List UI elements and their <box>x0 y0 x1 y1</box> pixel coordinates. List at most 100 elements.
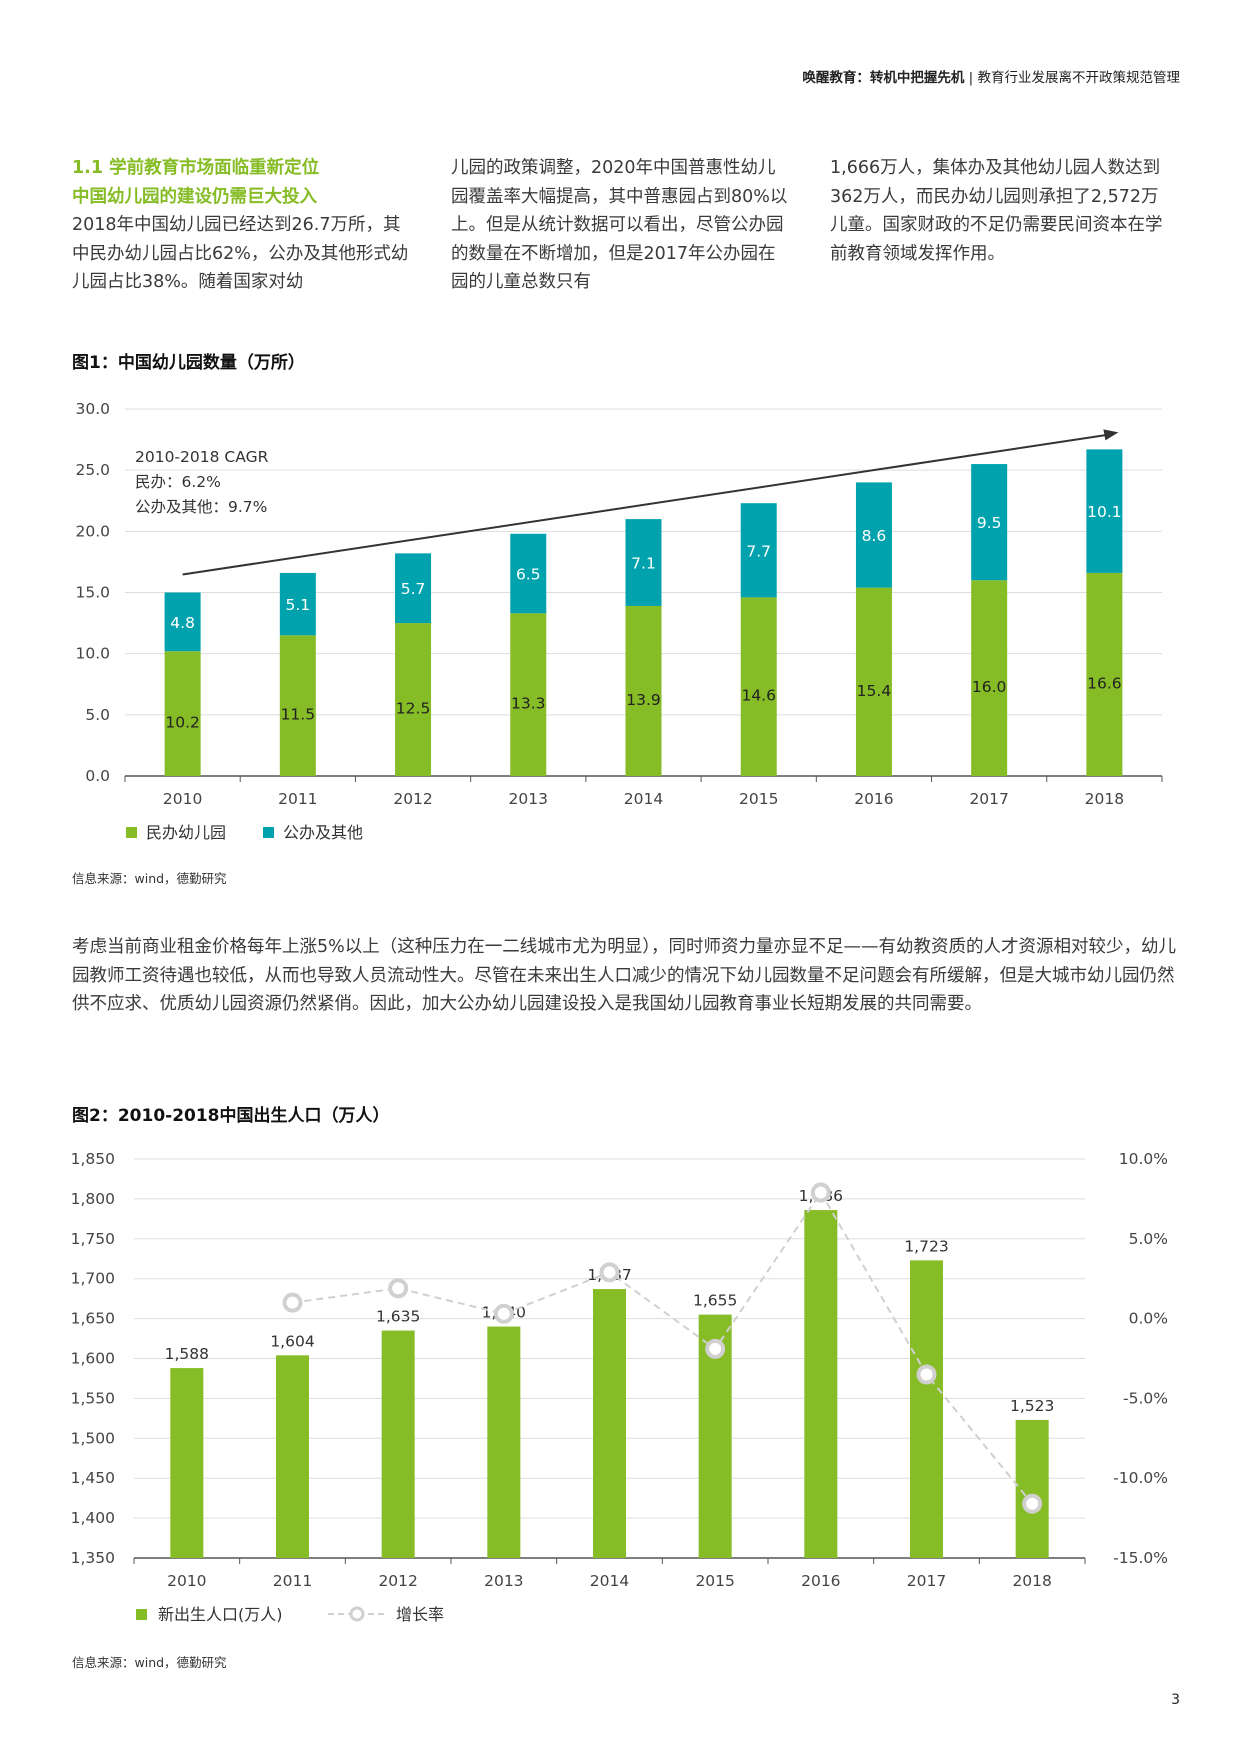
bar-public <box>510 533 547 614</box>
x-tick-label: 2015 <box>739 790 778 808</box>
x-tick-label: 2018 <box>1012 1572 1051 1590</box>
growth-rate-point <box>282 1292 303 1313</box>
growth-rate-line <box>292 1190 1033 1505</box>
bar-public <box>740 503 777 598</box>
legend-swatch-private <box>126 827 137 838</box>
x-tick-label: 2017 <box>907 1572 946 1590</box>
x-tick-label: 2016 <box>801 1572 840 1590</box>
intro-column-2: 儿园的政策调整，2020年中国普惠性幼儿园覆盖率大幅提高，其中普惠园占到80%以… <box>451 158 788 292</box>
growth-rate-point <box>916 1364 937 1385</box>
x-tick-label: 2011 <box>278 790 317 808</box>
y-tick-label: 1,600 <box>71 1350 115 1368</box>
bar-private <box>740 597 777 776</box>
x-tick-label: 2011 <box>273 1572 312 1590</box>
bar-private-label: 16.0 <box>972 678 1007 696</box>
x-tick-label: 2013 <box>484 1572 523 1590</box>
y-tick-label: 15.0 <box>75 584 110 602</box>
figure2-title: 图2：2010-2018中国出生人口（万人） <box>72 1106 390 1126</box>
bar-private <box>855 587 892 776</box>
page-number: 3 <box>1171 1692 1180 1708</box>
bar-public <box>164 592 201 652</box>
y2-tick-label: 10.0% <box>1119 1150 1168 1168</box>
bar-births-label: 1,655 <box>693 1292 737 1310</box>
section-subtitle: 中国幼儿园的建设仍需巨大投入 <box>72 186 317 207</box>
bar-public-label: 7.7 <box>746 542 771 560</box>
bar-private <box>1086 572 1123 776</box>
y-tick-label: 1,450 <box>71 1469 115 1487</box>
bar-private <box>625 605 662 776</box>
bar-births <box>170 1368 204 1558</box>
intro-column-1: 1.1 学前教育市场面临重新定位 中国幼儿园的建设仍需巨大投入 2018年中国幼… <box>72 154 412 297</box>
bar-public-label: 5.1 <box>286 596 311 614</box>
y-tick-label: 1,650 <box>71 1310 115 1328</box>
bar-births-label: 1,604 <box>270 1332 314 1350</box>
figure2-chart: 1,350 1,400 1,450 1,500 1,550 1,600 1,650 1,700… <box>71 1150 1168 1624</box>
y-tick-label: 1,350 <box>71 1549 115 1567</box>
cagr-annotation-title: 2010-2018 CAGR <box>135 448 269 466</box>
bar-public <box>1086 449 1123 573</box>
bar-private-label: 16.6 <box>1087 674 1122 692</box>
bar-public <box>855 482 892 588</box>
y-tick-label: 30.0 <box>75 400 110 418</box>
bar-public-label: 9.5 <box>977 514 1002 532</box>
x-tick-label: 2014 <box>624 790 663 808</box>
y-tick-label: 5.0 <box>85 706 110 724</box>
legend-swatch-births <box>136 1609 147 1620</box>
figure1-source: 信息来源：wind，德勤研究 <box>72 871 227 886</box>
figure2-source: 信息来源：wind，德勤研究 <box>72 1655 227 1670</box>
bar-births-label: 1,635 <box>376 1308 420 1326</box>
legend-marker-rate <box>349 1606 365 1622</box>
bar-public-label: 6.5 <box>516 566 541 584</box>
growth-rate-point <box>388 1278 409 1299</box>
page-header: 唤醒教育：转机中把握先机 | 教育行业发展离不开政策规范管理 <box>802 66 1180 86</box>
y2-tick-label: -5.0% <box>1123 1389 1168 1407</box>
bar-private <box>395 623 432 776</box>
section-title: 1.1 学前教育市场面临重新定位 <box>72 158 320 178</box>
bar-births-label: 1,723 <box>904 1237 948 1255</box>
header-title: 唤醒教育：转机中把握先机 <box>802 70 965 86</box>
bar-private-label: 13.9 <box>626 691 661 709</box>
bar-births <box>593 1289 626 1558</box>
bar-private-label: 11.5 <box>281 706 316 724</box>
x-tick-label: 2012 <box>378 1572 417 1590</box>
trend-arrow-line <box>182 433 1107 576</box>
x-tick-label: 2016 <box>854 790 893 808</box>
bar-births <box>804 1210 838 1558</box>
bar-public-label: 10.1 <box>1087 503 1122 521</box>
x-tick-label: 2010 <box>167 1572 206 1590</box>
bar-public-label: 4.8 <box>170 614 195 632</box>
x-tick-label: 2010 <box>163 790 202 808</box>
growth-rate-point <box>493 1303 514 1324</box>
bar-public-label: 7.1 <box>631 555 656 573</box>
bar-private-label: 13.3 <box>511 695 546 713</box>
y2-tick-label: 0.0% <box>1129 1310 1168 1328</box>
x-tick-label: 2013 <box>509 790 548 808</box>
bar-public <box>625 519 662 606</box>
bar-private <box>279 635 316 776</box>
bar-births <box>487 1326 521 1558</box>
y-tick-label: 25.0 <box>75 461 110 479</box>
growth-rate-point <box>599 1262 620 1283</box>
figure1-title: 图1：中国幼儿园数量（万所） <box>72 353 305 373</box>
growth-rate-point <box>705 1338 726 1359</box>
legend-label-private: 民办幼儿园 <box>146 823 226 842</box>
y-tick-label: 1,800 <box>71 1190 115 1208</box>
bar-private-label: 12.5 <box>396 700 431 718</box>
y-tick-label: 1,500 <box>71 1429 115 1447</box>
bar-births <box>1015 1419 1049 1558</box>
body-paragraph: 考虑当前商业租金价格每年上涨5%以上（这种压力在一二线城市尤为明显），同时师资力… <box>72 937 1177 1014</box>
y-tick-label: 1,400 <box>71 1509 115 1527</box>
growth-rate-point <box>810 1182 831 1203</box>
bar-private <box>971 580 1008 776</box>
bar-births <box>276 1355 309 1558</box>
bar-public <box>971 464 1008 581</box>
bar-births <box>910 1260 943 1558</box>
y-tick-label: 1,750 <box>71 1230 115 1248</box>
x-tick-label: 2012 <box>393 790 432 808</box>
y-tick-label: 0.0 <box>85 767 110 785</box>
bar-births <box>381 1330 415 1558</box>
y-tick-label: 1,550 <box>71 1389 115 1407</box>
y-tick-label: 10.0 <box>75 645 110 663</box>
cagr-annotation-private: 民办：6.2% <box>135 473 221 491</box>
bar-public-label: 8.6 <box>862 527 887 545</box>
